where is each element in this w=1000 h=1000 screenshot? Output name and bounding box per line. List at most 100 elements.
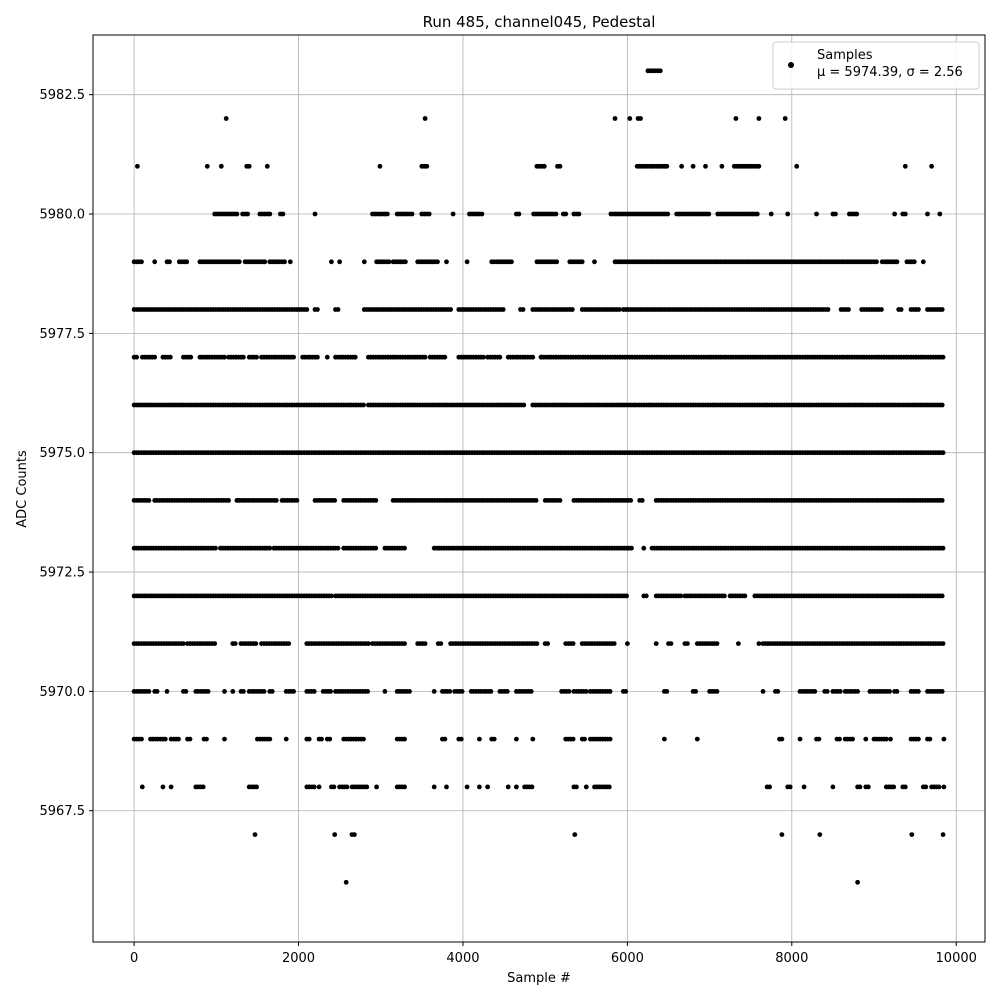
data-point <box>936 784 942 790</box>
data-point <box>241 689 246 694</box>
data-points <box>131 68 947 885</box>
data-point <box>311 784 317 790</box>
legend-label-samples: Samples <box>817 48 873 63</box>
data-point <box>516 211 522 217</box>
data-point <box>458 736 464 742</box>
data-point <box>625 641 630 646</box>
data-point <box>939 402 945 408</box>
data-point <box>181 641 186 646</box>
data-point <box>742 593 748 599</box>
data-point <box>291 354 296 360</box>
data-point <box>754 211 760 217</box>
data-point <box>152 259 158 265</box>
data-point <box>816 736 822 742</box>
data-point <box>624 593 629 599</box>
data-point <box>218 163 224 169</box>
data-point <box>505 784 511 790</box>
data-point <box>916 736 921 742</box>
data-point <box>459 689 465 694</box>
data-point <box>205 689 211 694</box>
data-point <box>940 641 946 646</box>
data-point <box>607 689 613 694</box>
data-point <box>939 593 945 599</box>
data-point <box>629 545 634 551</box>
data-point <box>164 689 170 694</box>
data-point <box>616 307 622 312</box>
data-point <box>352 354 358 360</box>
data-point <box>213 545 218 551</box>
y-axis-ticks: 5967.5 5970.0 5972.5 5975.0 5977.5 5980.0 5982… <box>40 88 93 819</box>
data-point <box>254 354 259 360</box>
data-point <box>664 163 670 169</box>
data-point <box>361 259 367 265</box>
data-point <box>364 784 370 790</box>
data-point <box>139 259 144 265</box>
data-point <box>204 736 209 742</box>
data-point <box>273 498 279 503</box>
data-point <box>665 211 671 217</box>
data-point <box>335 545 341 551</box>
data-point <box>767 784 772 790</box>
data-point <box>733 116 739 121</box>
data-point <box>939 498 945 503</box>
y-tick-label: 5980.0 <box>40 208 86 223</box>
data-point <box>267 545 273 551</box>
data-point <box>422 354 428 360</box>
data-point <box>332 832 338 837</box>
data-point <box>327 736 333 742</box>
plot-frame <box>92 34 986 943</box>
data-point <box>514 736 519 742</box>
data-point <box>939 307 945 312</box>
data-point <box>343 879 349 885</box>
data-point <box>582 736 587 742</box>
y-tick-label: 5975.0 <box>40 446 86 461</box>
data-point <box>335 307 341 312</box>
data-point <box>574 784 579 790</box>
data-point <box>291 689 296 694</box>
data-point <box>491 736 497 742</box>
data-point <box>407 689 412 694</box>
data-point <box>528 689 534 694</box>
data-point <box>264 163 270 169</box>
data-point <box>184 259 190 265</box>
data-point <box>607 736 613 742</box>
data-point <box>545 641 550 646</box>
data-point <box>892 211 897 217</box>
data-point <box>442 354 448 360</box>
x-tick-label: 10000 <box>936 951 977 966</box>
data-point <box>230 689 236 694</box>
data-point <box>409 211 415 217</box>
legend-stats: μ = 5974.39, σ = 2.56 <box>817 65 963 80</box>
data-point <box>812 689 818 694</box>
data-point <box>553 211 559 217</box>
data-point <box>855 879 860 885</box>
data-point <box>204 163 210 169</box>
legend-marker <box>788 62 794 68</box>
data-point <box>779 736 785 742</box>
data-point <box>570 736 576 742</box>
data-point <box>576 211 582 217</box>
data-point <box>579 259 585 265</box>
data-point <box>422 641 428 646</box>
data-point <box>736 641 741 646</box>
data-point <box>315 354 320 360</box>
data-point <box>509 259 514 265</box>
data-point <box>152 354 158 360</box>
data-point <box>241 354 246 360</box>
plot-background <box>93 35 985 942</box>
data-point <box>261 689 267 694</box>
data-point <box>246 163 252 169</box>
data-point <box>245 211 251 217</box>
data-point <box>168 784 174 790</box>
x-tick-label: 6000 <box>611 951 644 966</box>
data-point <box>200 784 206 790</box>
y-tick-label: 5970.0 <box>40 685 86 700</box>
data-point <box>294 498 300 503</box>
data-point <box>422 116 428 121</box>
data-point <box>653 641 659 646</box>
data-point <box>477 736 482 742</box>
data-point <box>592 259 597 265</box>
data-point <box>373 498 379 503</box>
data-point <box>329 593 334 599</box>
data-point <box>612 116 618 121</box>
